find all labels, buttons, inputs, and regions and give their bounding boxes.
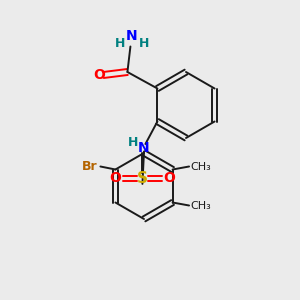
Text: H: H xyxy=(128,136,139,149)
Text: N: N xyxy=(126,29,138,43)
Text: S: S xyxy=(137,171,148,186)
Text: O: O xyxy=(110,172,122,185)
Text: CH₃: CH₃ xyxy=(191,161,212,172)
Text: H: H xyxy=(115,37,125,50)
Text: O: O xyxy=(164,172,175,185)
Text: CH₃: CH₃ xyxy=(191,200,212,211)
Text: O: O xyxy=(93,68,105,82)
Text: H: H xyxy=(139,37,149,50)
Text: Br: Br xyxy=(82,160,98,173)
Text: N: N xyxy=(138,142,150,155)
